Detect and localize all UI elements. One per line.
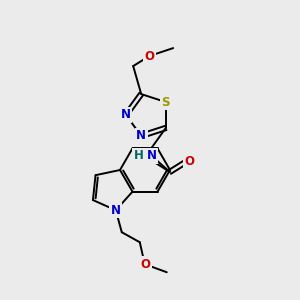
Text: H: H (134, 149, 144, 162)
Text: O: O (144, 50, 154, 63)
Text: N: N (121, 109, 131, 122)
Text: S: S (161, 96, 170, 109)
Text: O: O (185, 155, 195, 168)
Text: N: N (136, 129, 146, 142)
Text: O: O (141, 258, 151, 271)
Text: N: N (111, 204, 121, 217)
Text: N: N (147, 149, 157, 162)
